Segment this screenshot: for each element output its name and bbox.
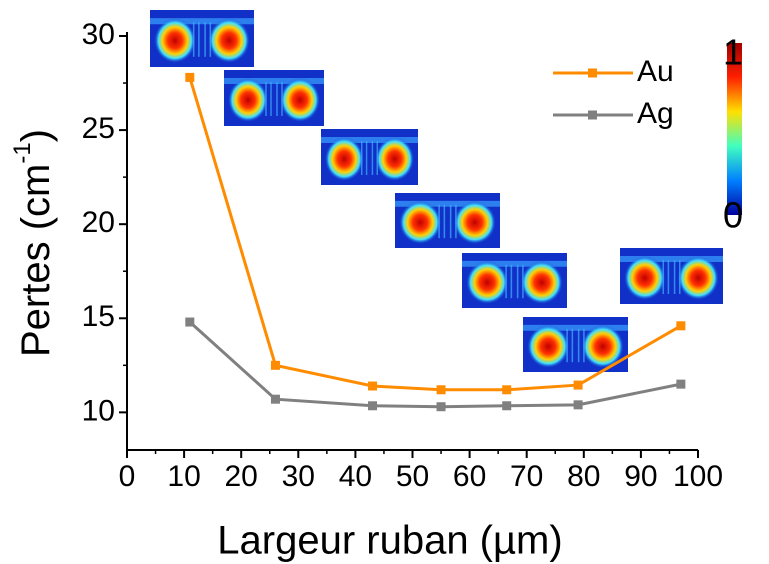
y-tick-label: 10 — [82, 394, 115, 427]
data-point — [502, 385, 512, 395]
data-point — [676, 379, 686, 389]
legend-marker — [588, 68, 597, 78]
data-point — [368, 401, 378, 411]
colorbar — [727, 43, 742, 215]
mode-image — [620, 248, 723, 304]
data-point — [573, 400, 583, 410]
legend-label: Ag — [637, 97, 674, 130]
y-tick-label: 20 — [82, 206, 115, 239]
x-tick-label: 100 — [673, 460, 723, 493]
data-point — [436, 385, 446, 395]
x-tick-label: 10 — [167, 460, 200, 493]
mode-image — [224, 70, 324, 126]
x-tick-label: 60 — [453, 460, 486, 493]
data-point — [502, 401, 512, 411]
y-axis-title-sup: -1 — [9, 142, 36, 163]
data-point — [676, 321, 686, 331]
colorbar-label: 0 — [723, 195, 743, 236]
x-tick-label: 0 — [119, 460, 136, 493]
mode-image — [395, 193, 500, 248]
x-tick-label: 50 — [396, 460, 429, 493]
y-axis-title-text: Pertes (cm — [14, 164, 58, 357]
x-tick-label: 40 — [339, 460, 372, 493]
x-tick-label: 80 — [567, 460, 600, 493]
data-point — [185, 317, 195, 327]
mode-image — [150, 10, 254, 67]
colorbar-label: 1 — [723, 32, 743, 73]
mode-image — [321, 129, 418, 185]
data-point — [368, 381, 378, 391]
y-axis-title: Pertes (cm-1) — [9, 129, 57, 357]
data-point — [270, 394, 280, 404]
legend-label: Au — [637, 55, 674, 88]
x-tick-label: 20 — [225, 460, 258, 493]
data-point — [270, 360, 280, 370]
legend-marker — [588, 110, 597, 120]
x-tick-label: 30 — [282, 460, 315, 493]
x-tick-label: 70 — [510, 460, 543, 493]
data-point — [573, 380, 583, 390]
y-tick-label: 25 — [82, 112, 115, 145]
x-tick-label: 90 — [624, 460, 657, 493]
y-tick-label: 15 — [82, 300, 115, 333]
y-tick-label: 30 — [82, 18, 115, 51]
x-axis-title: Largeur ruban (µm) — [217, 519, 562, 563]
data-point — [185, 72, 195, 82]
data-point — [436, 402, 446, 412]
mode-image — [462, 253, 567, 308]
y-axis-title-text: ) — [14, 129, 58, 142]
